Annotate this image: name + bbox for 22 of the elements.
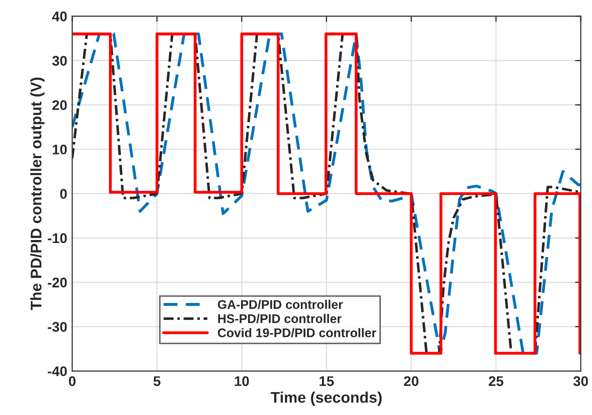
y-tick-label: 10 xyxy=(52,144,67,154)
y-tick-label: 40 xyxy=(52,12,67,22)
x-tick-label: 0 xyxy=(68,376,76,386)
y-tick-label: 20 xyxy=(52,100,67,110)
y-tick-label: 0 xyxy=(60,188,67,199)
x-tick-label: 25 xyxy=(488,376,504,386)
line-series xyxy=(72,32,581,355)
y-tick-label: -30 xyxy=(48,322,67,332)
y-tick-label: -10 xyxy=(48,233,67,244)
x-axis-title: Time (seconds) xyxy=(270,392,382,406)
legend-label: HS-PD/PID controller xyxy=(218,314,342,324)
y-tick-label: -40 xyxy=(48,366,67,376)
y-axis-title: The PD/PID controller output (V) xyxy=(30,78,45,310)
legend-label: GA-PD/PID controller xyxy=(218,300,343,310)
x-tick-label: 15 xyxy=(320,376,334,386)
x-tick-label: 10 xyxy=(234,376,249,386)
legend-label: Covid 19-PD/PID controller xyxy=(218,328,376,338)
x-tick-label: 20 xyxy=(404,376,418,386)
x-tick-label: 5 xyxy=(154,376,160,386)
y-tick-label: -20 xyxy=(48,278,67,288)
x-tick-label: 30 xyxy=(573,376,588,386)
y-tick-label: 30 xyxy=(52,56,67,66)
